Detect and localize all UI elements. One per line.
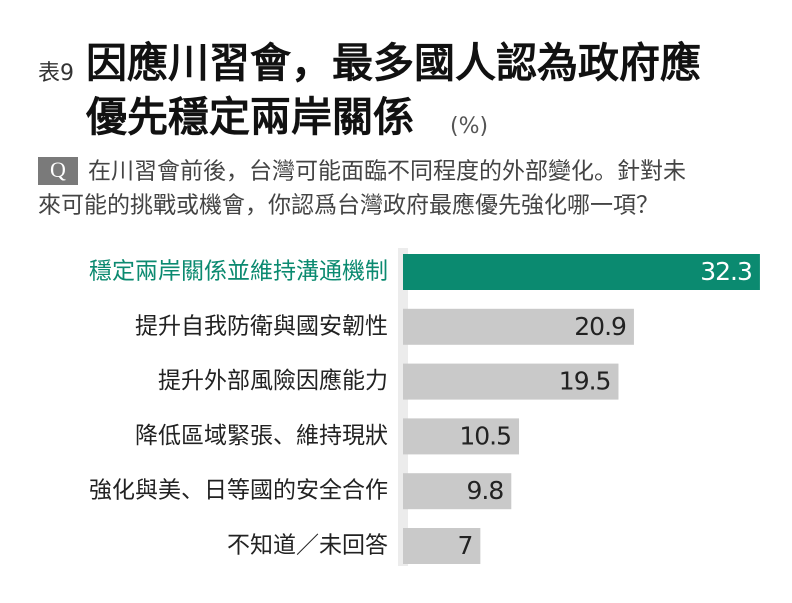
question-text: 在川習會前後，台灣可能面臨不同程度的外部變化。針對未: [88, 159, 686, 185]
value-label: 20.9: [574, 312, 626, 341]
category-label: 提升外部風險因應能力: [158, 368, 388, 394]
value-label: 10.5: [459, 421, 511, 450]
chart-title: 因應川習會，最多國人認為政府應: [86, 39, 701, 87]
table-label: 表9: [38, 61, 74, 86]
category-label: 降低區域緊張、維持現狀: [135, 423, 388, 449]
unit-label: (%): [450, 114, 488, 139]
value-label: 7: [457, 531, 472, 560]
bar: [403, 418, 520, 455]
question-label: Q: [50, 157, 66, 182]
value-label: 19.5: [559, 367, 611, 396]
category-label: 不知道／未回答: [227, 533, 388, 559]
question-text: 來可能的挑戰或機會，你認爲台灣政府最應優先強化哪一項？: [38, 193, 659, 219]
bar: [403, 473, 512, 510]
value-label: 9.8: [467, 476, 504, 505]
question-badge: [38, 157, 78, 185]
bar: [403, 254, 760, 290]
bar: [403, 363, 619, 400]
value-label: 32.3: [700, 257, 752, 286]
category-label: 強化與美、日等國的安全合作: [89, 478, 388, 504]
chart-title: 優先穩定兩岸關係: [85, 93, 414, 141]
category-label: 穩定兩岸關係並維持溝通機制: [89, 259, 388, 285]
bar-baseline-strip: [398, 248, 408, 566]
category-label: 提升自我防衛與國安韌性: [135, 313, 388, 339]
bar: [403, 308, 634, 345]
bar: [403, 528, 481, 564]
